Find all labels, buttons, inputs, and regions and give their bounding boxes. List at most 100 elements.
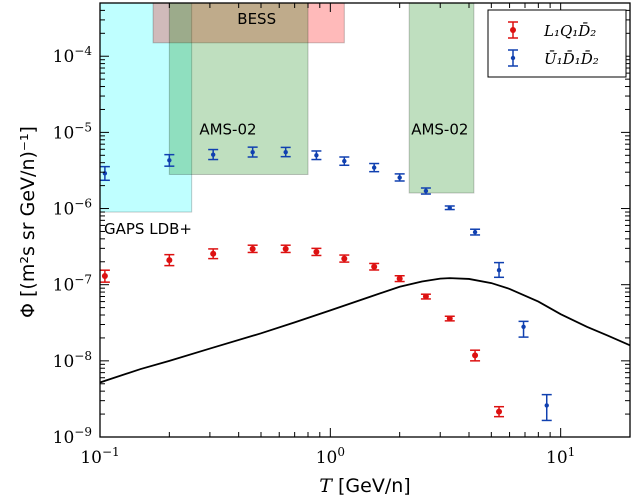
point-marker <box>250 149 255 155</box>
point-marker <box>341 255 348 262</box>
data-point <box>369 162 380 173</box>
data-point <box>394 173 405 182</box>
y-tick-label: 10−9 <box>53 425 92 448</box>
point-marker <box>371 165 377 170</box>
tick-exponent: −4 <box>74 44 92 58</box>
series-1 <box>99 146 552 422</box>
data-point <box>420 187 431 195</box>
band-label-3: AMS-02 <box>411 120 468 138</box>
point-marker <box>210 250 217 257</box>
data-point <box>394 275 405 283</box>
band-0 <box>100 3 193 213</box>
legend-marker <box>510 55 516 61</box>
tick-exponent: −9 <box>74 425 92 439</box>
data-point <box>541 393 552 422</box>
data-point <box>470 228 481 236</box>
tick-base: 10 <box>80 448 102 468</box>
data-point <box>247 146 258 158</box>
point-marker <box>283 149 288 155</box>
point-marker <box>166 257 173 264</box>
data-point <box>518 320 529 338</box>
tick-exponent: −6 <box>74 197 92 211</box>
point-marker <box>282 245 289 252</box>
data-point <box>164 253 175 267</box>
point-marker <box>496 408 503 415</box>
y-tick-label: 10−8 <box>53 349 92 372</box>
point-marker <box>496 267 502 273</box>
points-layer <box>99 146 552 422</box>
data-point <box>494 405 505 418</box>
x-tick-label: 10−1 <box>80 445 119 468</box>
band-2 <box>168 3 309 175</box>
point-marker <box>544 403 549 408</box>
tick-base: 10 <box>316 448 338 468</box>
tick-exponent: 0 <box>337 445 345 459</box>
x-axis-title-math: T <box>319 475 333 497</box>
tick-base: 10 <box>53 276 75 296</box>
point-marker <box>472 229 478 235</box>
legend-label: L₁Q₁D̄₂ <box>543 22 596 40</box>
point-marker <box>210 152 216 157</box>
data-point <box>369 262 380 271</box>
point-marker <box>313 248 320 255</box>
data-point <box>99 269 110 283</box>
data-point <box>339 156 350 167</box>
y-tick-label: 10−7 <box>53 273 92 296</box>
data-point <box>280 244 291 254</box>
band-label-1: BESS <box>237 10 276 28</box>
data-point <box>339 254 350 263</box>
point-marker <box>521 324 526 329</box>
point-marker <box>396 275 403 282</box>
bands-layer <box>100 3 475 213</box>
data-point <box>311 150 322 161</box>
data-point <box>494 261 505 279</box>
y-axis-title: Φ [(m²s sr GeV/n)⁻¹] <box>17 126 39 318</box>
curve-layer <box>100 277 630 384</box>
legend-entry-1: Ū₁D̄₁D̄₂ <box>508 49 599 68</box>
data-point <box>247 244 258 254</box>
tick-base: 10 <box>53 428 75 448</box>
y-tick-label: 10−6 <box>53 197 92 220</box>
x-tick-label: 101 <box>546 445 575 468</box>
point-marker <box>446 315 453 322</box>
tick-exponent: −5 <box>74 120 92 134</box>
point-marker <box>371 263 378 270</box>
point-marker <box>342 158 347 164</box>
tick-exponent: −8 <box>74 349 92 363</box>
y-tick-label: 10−4 <box>53 44 93 67</box>
legend: L₁Q₁D̄₂ Ū₁D̄₁D̄₂ <box>487 9 627 78</box>
point-marker <box>422 293 429 300</box>
point-marker <box>397 175 402 180</box>
point-marker <box>447 205 452 211</box>
y-tick-label: 10−5 <box>53 120 92 143</box>
data-point <box>444 205 455 211</box>
point-marker <box>249 245 256 252</box>
data-point <box>208 248 219 260</box>
x-tick-label: 100 <box>316 445 345 468</box>
data-point <box>470 349 481 362</box>
data-point <box>444 315 455 322</box>
data-point <box>164 153 175 167</box>
data-point <box>280 146 291 158</box>
tick-exponent: −7 <box>74 273 92 287</box>
tick-base: 10 <box>53 200 75 220</box>
point-marker <box>423 188 429 194</box>
data-point <box>420 293 431 300</box>
band-label-2: AMS-02 <box>199 120 256 138</box>
band-label-0: GAPS LDB+ <box>104 220 192 238</box>
data-point <box>99 165 110 182</box>
tick-base: 10 <box>53 47 75 67</box>
legend-label: Ū₁D̄₁D̄₂ <box>544 50 599 68</box>
tick-exponent: 1 <box>568 445 576 459</box>
tick-base: 10 <box>53 123 75 143</box>
legend-entry-0: L₁Q₁D̄₂ <box>508 21 596 40</box>
tick-base: 10 <box>53 352 75 372</box>
tick-base: 10 <box>546 448 568 468</box>
band-3 <box>408 3 475 194</box>
theory-curve <box>100 277 630 384</box>
x-axis-title: T [GeV/n] <box>319 475 410 497</box>
data-point <box>311 247 322 257</box>
point-marker <box>101 273 108 280</box>
